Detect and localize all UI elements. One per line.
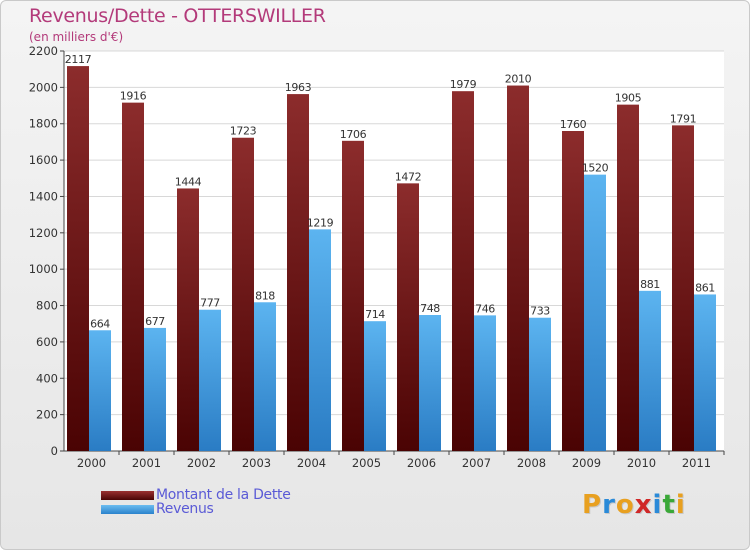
data-label-revenus-2004: 1219	[307, 216, 334, 229]
logo-letter: P	[582, 490, 603, 520]
data-label-dette-2010: 1905	[615, 92, 642, 105]
y-tick-label: 800	[36, 299, 58, 313]
x-tick-label-2011: 2011	[682, 456, 711, 470]
bar-revenus-2005	[364, 321, 386, 451]
y-tick-label: 1800	[29, 117, 58, 131]
bar-dette-2003	[232, 137, 254, 451]
data-label-revenus-2002: 777	[200, 297, 220, 310]
data-label-dette-2005: 1706	[340, 128, 367, 141]
legend-item-dette: Montant de la Dette	[101, 487, 291, 503]
x-tick-label-2010: 2010	[627, 456, 656, 470]
y-tick-label: 0	[51, 444, 58, 458]
x-tick-label-2003: 2003	[242, 456, 271, 470]
y-tick-label: 1600	[29, 153, 58, 167]
bar-dette-2011	[672, 125, 694, 451]
bar-dette-2002	[177, 188, 199, 452]
bar-dette-2007	[452, 91, 474, 451]
y-tick-label: 2200	[29, 44, 58, 58]
bar-revenus-2009	[584, 174, 606, 452]
legend-swatch-dette	[101, 490, 154, 500]
data-label-revenus-2009: 1520	[582, 162, 609, 175]
x-tick-label-2006: 2006	[407, 456, 436, 470]
data-label-dette-2008: 2010	[505, 73, 532, 86]
y-tick-label: 1400	[29, 189, 58, 203]
bar-dette-2004	[287, 94, 309, 451]
data-label-dette-2004: 1963	[285, 81, 312, 94]
data-label-dette-2000: 2117	[65, 53, 92, 66]
y-tick-label: 1000	[29, 262, 58, 276]
bar-revenus-2010	[639, 290, 661, 451]
bar-revenus-2003	[254, 302, 276, 451]
data-label-revenus-2011: 861	[695, 281, 715, 294]
data-label-dette-2009: 1760	[560, 118, 587, 131]
data-label-revenus-2000: 664	[90, 317, 110, 330]
logo-letter: i	[652, 490, 663, 520]
logo-letter: x	[634, 490, 653, 520]
data-label-revenus-2010: 881	[640, 278, 660, 291]
bar-revenus-2002	[199, 309, 221, 451]
legend-label-dette: Montant de la Dette	[156, 487, 291, 503]
y-tick-label: 200	[36, 408, 58, 422]
x-tick-label-2007: 2007	[462, 456, 491, 470]
data-label-dette-2003: 1723	[230, 125, 257, 138]
data-label-revenus-2007: 746	[475, 302, 495, 315]
x-tick-label-2004: 2004	[297, 456, 326, 470]
bar-dette-2001	[122, 102, 144, 452]
y-tick-label: 2000	[29, 80, 58, 94]
logo-letter: r	[602, 490, 616, 520]
data-label-revenus-2006: 748	[420, 302, 440, 315]
data-label-dette-2006: 1472	[395, 170, 421, 183]
bar-revenus-2008	[529, 317, 551, 451]
legend-swatch-revenus	[101, 504, 154, 514]
bar-revenus-2011	[694, 294, 716, 451]
x-tick-label-2005: 2005	[352, 456, 381, 470]
plot-area	[64, 51, 724, 451]
bar-dette-2005	[342, 140, 364, 451]
bar-dette-2000	[67, 66, 89, 451]
data-label-revenus-2003: 818	[255, 289, 275, 302]
x-tick-label-2001: 2001	[132, 456, 161, 470]
x-tick-label-2000: 2000	[77, 456, 106, 470]
legend-item-revenus: Revenus	[101, 501, 214, 517]
bar-revenus-2001	[144, 327, 166, 451]
logo-letter: o	[615, 490, 635, 520]
bar-revenus-2000	[89, 330, 111, 451]
logo-letter: i	[675, 490, 686, 520]
data-label-revenus-2001: 677	[145, 315, 165, 328]
y-tick-label: 1200	[29, 226, 58, 240]
proxiti-logo: Proxiti	[582, 490, 686, 520]
y-tick-label: 600	[36, 335, 58, 349]
x-tick-label-2008: 2008	[517, 456, 546, 470]
bar-revenus-2006	[419, 315, 441, 451]
logo-letter: t	[662, 490, 676, 520]
bar-dette-2008	[507, 85, 529, 451]
chart-title: Revenus/Dette - OTTERSWILLER	[29, 5, 326, 27]
legend-label-revenus: Revenus	[156, 501, 214, 517]
x-tick-label-2002: 2002	[187, 456, 216, 470]
bar-dette-2006	[397, 183, 419, 451]
data-label-dette-2001: 1916	[120, 90, 147, 103]
x-tick-label-2009: 2009	[572, 456, 601, 470]
bar-dette-2010	[617, 104, 639, 452]
bar-dette-2009	[562, 131, 584, 451]
chart-subtitle: (en milliers d'€)	[29, 30, 124, 44]
bar-revenus-2007	[474, 315, 496, 451]
data-label-dette-2007: 1979	[450, 78, 477, 91]
bar-revenus-2004	[309, 229, 331, 451]
data-label-revenus-2008: 733	[530, 305, 550, 318]
data-label-dette-2002: 1444	[175, 175, 202, 188]
data-label-revenus-2005: 714	[365, 308, 385, 321]
data-label-dette-2011: 1791	[670, 112, 696, 125]
y-tick-label: 400	[36, 371, 58, 385]
